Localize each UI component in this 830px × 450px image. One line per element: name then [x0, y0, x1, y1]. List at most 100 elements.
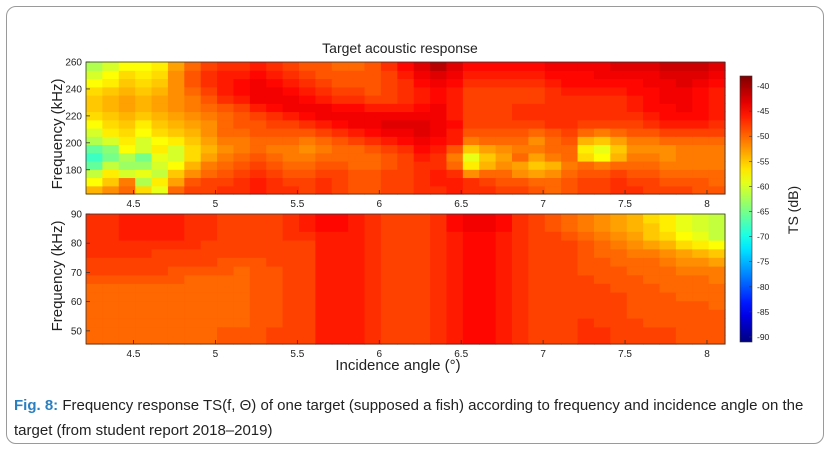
heatmap-cell	[299, 103, 316, 113]
heatmap-cell	[348, 185, 366, 195]
heatmap-cell	[118, 95, 136, 104]
heatmap-cell	[118, 111, 136, 121]
heatmap-cell	[118, 214, 136, 224]
heatmap-cell	[184, 283, 202, 293]
heatmap-cell	[184, 318, 202, 328]
heatmap-cell	[364, 309, 382, 319]
heatmap-cell	[135, 152, 153, 162]
heatmap-cell	[135, 318, 153, 328]
heatmap-cell	[249, 222, 267, 232]
heatmap-cell	[364, 103, 382, 113]
heatmap-cell	[512, 318, 529, 328]
heatmap-cell	[380, 214, 398, 224]
heatmap-cell	[184, 78, 202, 88]
heatmap-cell	[430, 119, 448, 129]
heatmap-cell	[135, 257, 153, 267]
heatmap-cell	[577, 240, 595, 250]
heatmap-cell	[561, 136, 579, 146]
heatmap-cell	[626, 335, 644, 345]
heatmap-cell	[217, 318, 235, 328]
heatmap-cell	[528, 95, 546, 104]
heatmap-cell	[184, 214, 202, 224]
heatmap-cell	[380, 318, 398, 328]
heatmap-cell	[462, 274, 480, 284]
heatmap-cell	[544, 161, 562, 170]
heatmap-cell	[512, 257, 529, 267]
heatmap-cell	[544, 214, 562, 224]
heatmap-cell	[118, 128, 136, 137]
colorbar-tick-label: -75	[757, 257, 770, 267]
heatmap-cell	[430, 266, 448, 276]
heatmap-cell	[217, 152, 235, 162]
heatmap-cell	[708, 283, 726, 293]
heatmap-panel-high-frequency: 180 200 220 240 260 4.5 5 5.5 6 6.5 7 7.5 8	[65, 58, 726, 210]
heatmap-cell	[495, 78, 513, 88]
heatmap-cell	[86, 318, 103, 328]
heatmap-cell	[380, 161, 398, 170]
heatmap-cell	[495, 318, 513, 328]
heatmap-cell	[331, 283, 349, 293]
heatmap-cell	[364, 169, 382, 179]
y-axis-label-bottom: Frequency (kHz)	[49, 221, 66, 332]
heatmap-cell	[397, 152, 415, 162]
heatmap-cell	[659, 177, 677, 187]
heatmap-cell	[118, 318, 136, 328]
heatmap-cell	[331, 62, 349, 71]
heatmap-cell	[200, 274, 218, 284]
heatmap-cell	[495, 309, 513, 319]
heatmap-cell	[249, 248, 267, 258]
heatmap-cell	[446, 222, 464, 232]
heatmap-cell	[315, 266, 333, 276]
heatmap-cell	[446, 274, 464, 284]
heatmap-cell	[348, 78, 366, 88]
heatmap-cell	[659, 274, 677, 284]
heatmap-cell	[135, 248, 153, 258]
heatmap-cell	[102, 335, 120, 345]
heatmap-cell	[315, 185, 333, 195]
heatmap-cell	[184, 326, 202, 336]
heatmap-cell	[659, 318, 677, 328]
heatmap-cell	[348, 318, 366, 328]
y-tick-label: 240	[65, 84, 82, 95]
heatmap-cell	[413, 62, 431, 71]
heatmap-cell	[593, 257, 611, 267]
heatmap-cell	[364, 283, 382, 293]
heatmap-cell	[135, 177, 153, 187]
heatmap-cell	[479, 266, 497, 276]
heatmap-cell	[446, 309, 464, 319]
heatmap-cell	[593, 248, 611, 258]
heatmap-cell	[118, 248, 136, 258]
heatmap-cell	[397, 266, 415, 276]
heatmap-cell	[200, 292, 218, 302]
heatmap-cell	[528, 222, 546, 232]
heatmap-cell	[512, 222, 529, 232]
heatmap-cell	[512, 169, 529, 179]
heatmap-cell	[86, 78, 103, 88]
heatmap-cell	[118, 335, 136, 345]
heatmap-cell	[135, 214, 153, 224]
heatmap-cell	[217, 161, 235, 170]
heatmap-cell	[544, 70, 562, 80]
heatmap-cell	[135, 274, 153, 284]
heatmap-cell	[331, 257, 349, 267]
heatmap-cell	[348, 240, 366, 250]
heatmap-cell	[495, 335, 513, 345]
heatmap-cell	[610, 335, 628, 345]
heatmap-cell	[708, 169, 726, 179]
colorbar-tick-label: -85	[757, 307, 770, 317]
heatmap-cell	[364, 152, 382, 162]
heatmap-cell	[610, 292, 628, 302]
heatmap-cell	[495, 222, 513, 232]
heatmap-cell	[462, 111, 480, 121]
heatmap-cell	[626, 161, 644, 170]
heatmap-cell	[364, 62, 382, 71]
heatmap-cell	[479, 111, 497, 121]
heatmap-cell	[282, 70, 300, 80]
heatmap-cell	[102, 266, 120, 276]
heatmap-cell	[233, 283, 251, 293]
heatmap-cell	[446, 185, 464, 195]
heatmap-cell	[167, 103, 185, 113]
heatmap-cell	[86, 231, 103, 241]
heatmap-cell	[184, 161, 202, 170]
heatmap-cell	[528, 62, 546, 71]
